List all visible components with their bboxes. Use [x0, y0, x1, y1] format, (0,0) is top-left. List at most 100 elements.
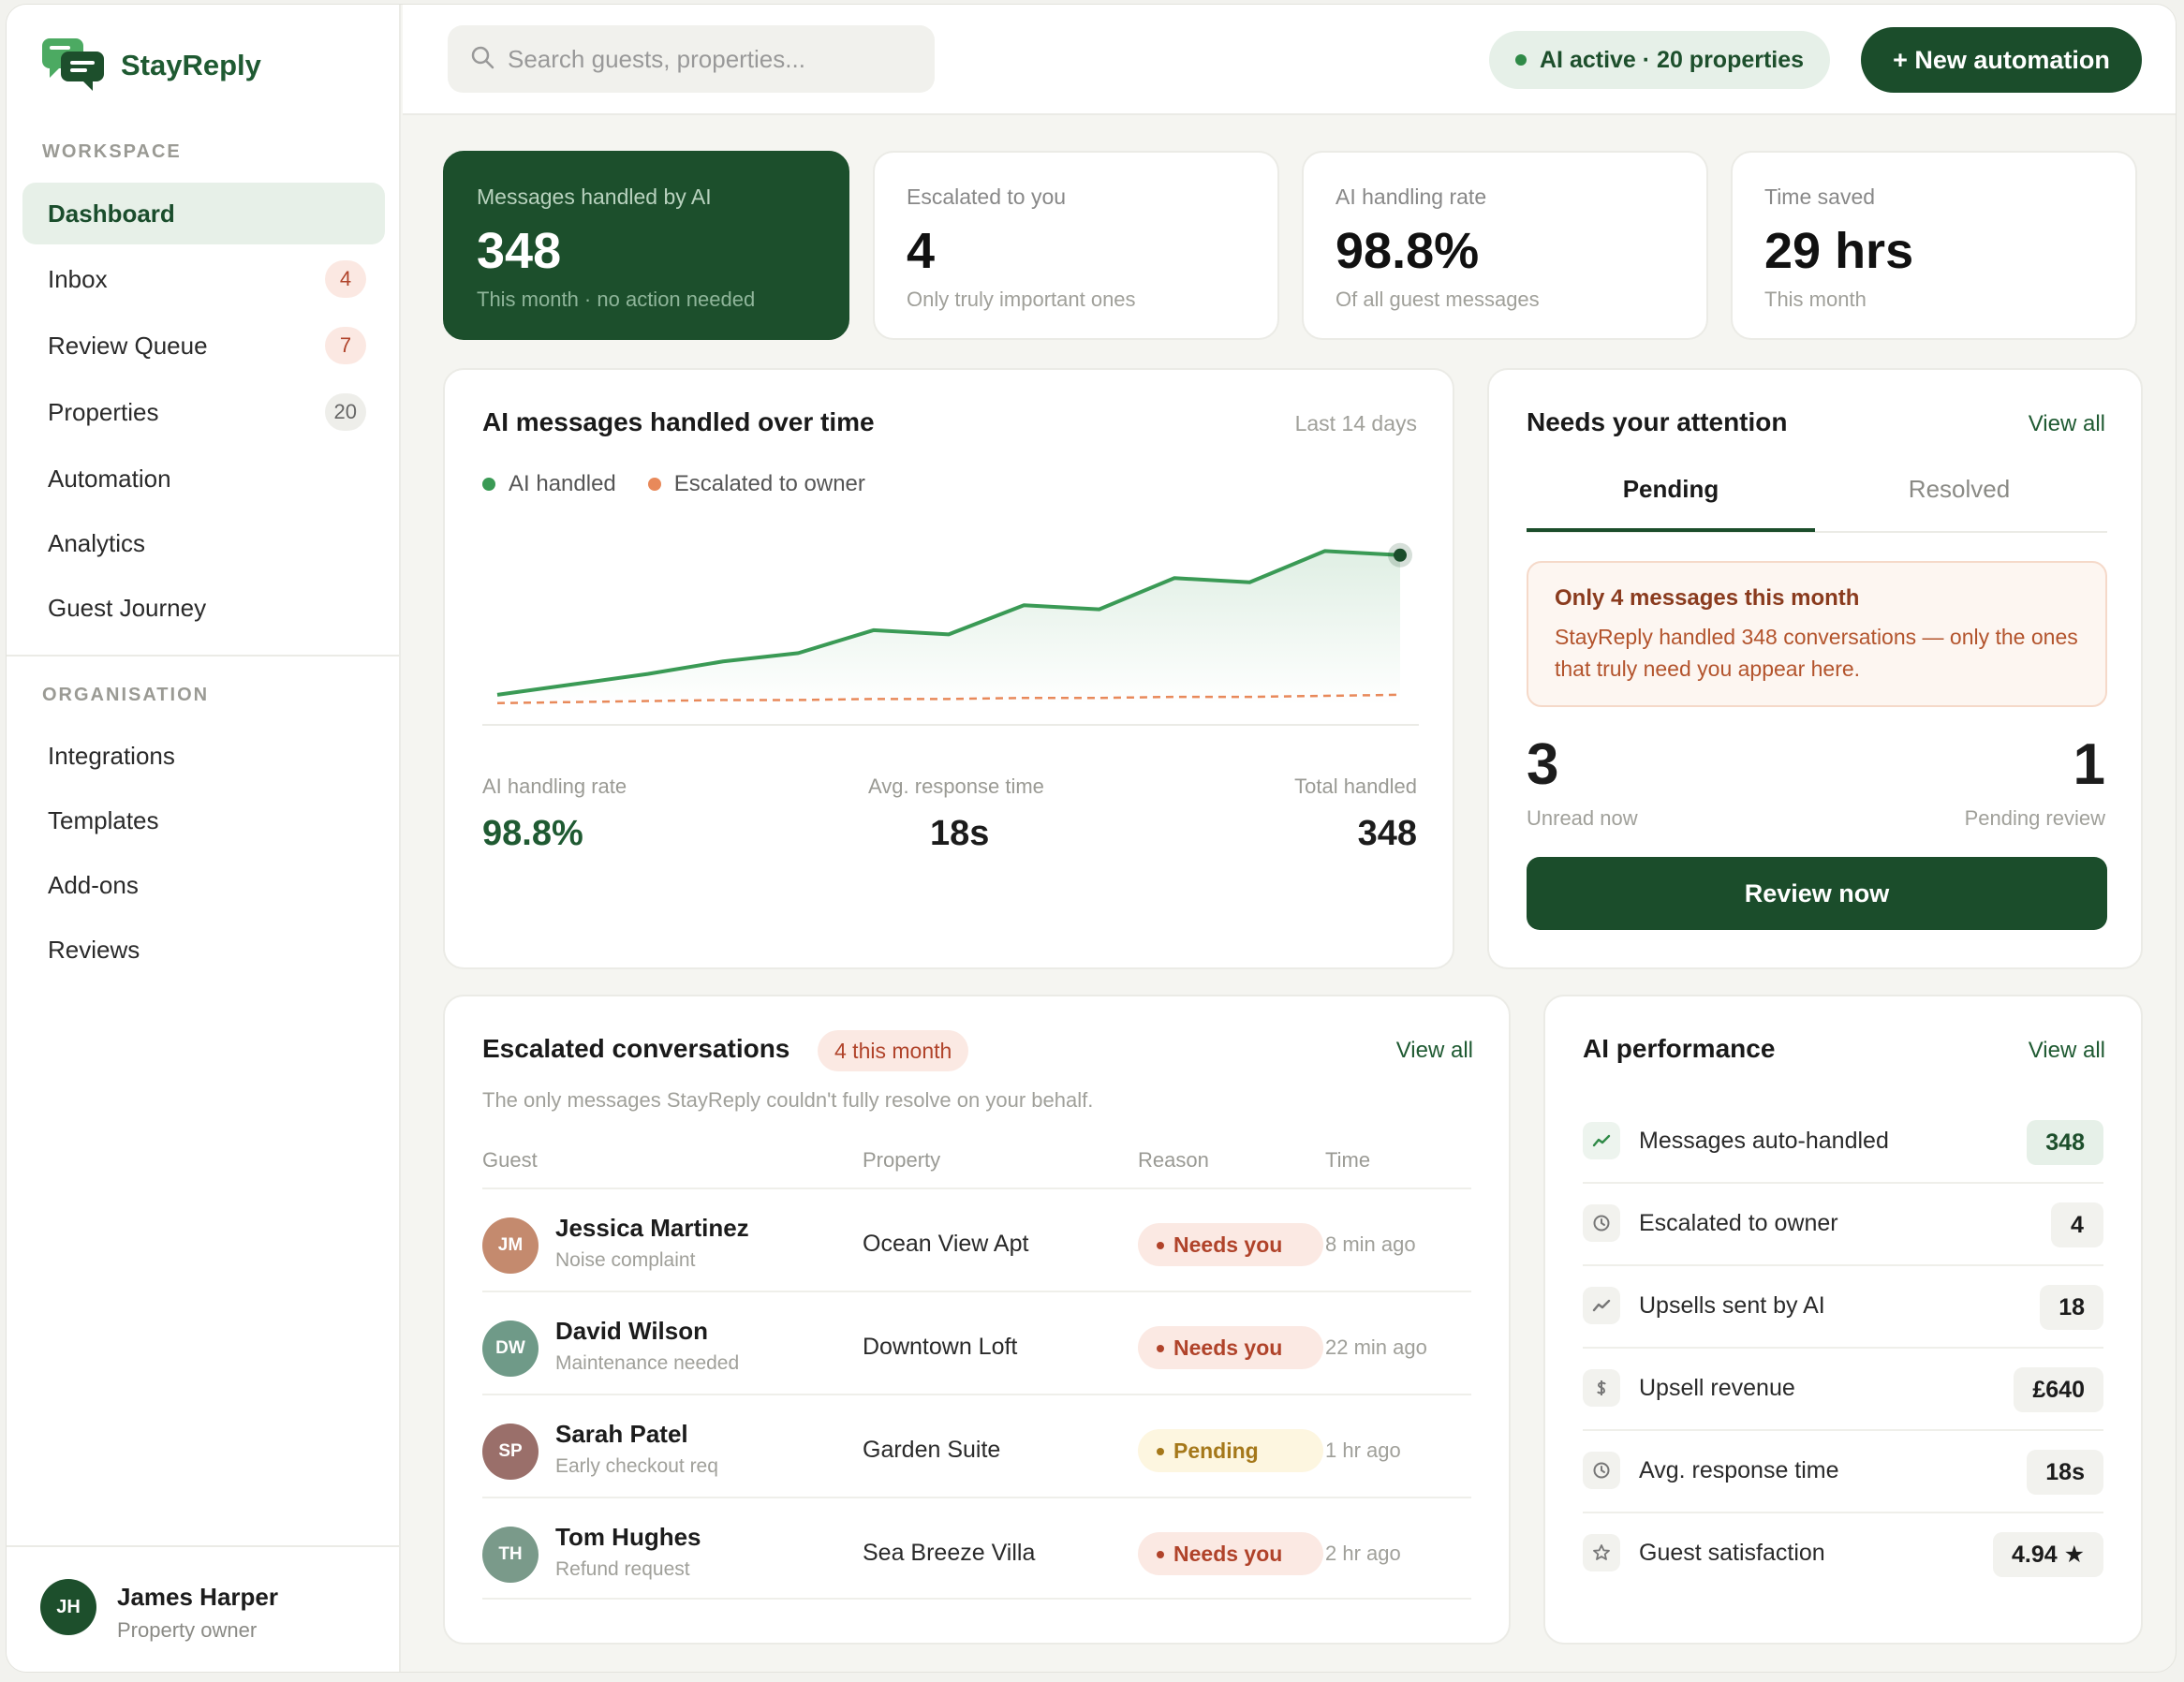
review-now-button[interactable]: Review now [1527, 857, 2107, 930]
sidebar-item-reviews[interactable]: Reviews [22, 919, 385, 981]
tab-pending[interactable]: Pending [1622, 475, 1719, 503]
active-tab-indicator [1527, 528, 1815, 532]
time-ago: 22 min ago [1325, 1335, 1427, 1359]
kpi-value: 18s [930, 814, 990, 853]
performance-title: AI performance [1583, 1034, 1776, 1063]
sidebar-item-templates[interactable]: Templates [22, 789, 385, 851]
status-badge: Needs you [1138, 1532, 1323, 1575]
sidebar-item-analytics[interactable]: Analytics [22, 512, 385, 574]
guest-issue: Maintenance needed [555, 1352, 740, 1374]
stat-card-time-saved: Time saved 29 hrs This month [1731, 151, 2137, 340]
sidebar-item-label: Guest Journey [48, 593, 207, 622]
review-queue-count-badge: 7 [325, 327, 366, 364]
column-header-reason: Reason [1138, 1148, 1209, 1172]
performance-row: Guest satisfaction 4.94 ★ [1583, 1513, 2103, 1596]
line-chart [482, 542, 1419, 726]
status-badge: Needs you [1138, 1223, 1323, 1266]
kpi-value: 348 [1357, 814, 1417, 853]
new-automation-button[interactable]: + New automation [1861, 27, 2142, 93]
sidebar-item-label: Integrations [48, 741, 175, 770]
needs-attention-card: Needs your attention View all Pending Re… [1487, 368, 2143, 969]
tab-resolved[interactable]: Resolved [1908, 475, 2011, 503]
escalated-subtitle: The only messages StayReply couldn't ful… [482, 1088, 1094, 1112]
table-row[interactable]: TH Tom Hughes Refund request Sea Breeze … [482, 1497, 1471, 1600]
guest-name: Sarah Patel [555, 1420, 688, 1448]
chart-range: Last 14 days [1294, 411, 1417, 435]
sidebar-item-label: Add-ons [48, 870, 139, 899]
performance-label: Escalated to owner [1639, 1210, 1838, 1236]
stat-sub: Only truly important ones [907, 288, 1136, 311]
performance-label: Guest satisfaction [1639, 1540, 1825, 1566]
clock-icon [1583, 1452, 1620, 1489]
brand[interactable]: StayReply [42, 37, 261, 95]
sidebar-item-dashboard[interactable]: Dashboard [22, 183, 385, 244]
star-icon [1583, 1534, 1620, 1571]
performance-row: Upsells sent by AI 18 [1583, 1266, 2103, 1349]
search-input[interactable] [508, 44, 920, 74]
sidebar-item-add-ons[interactable]: Add-ons [22, 854, 385, 916]
tab-divider [1527, 531, 2107, 533]
stat-sub: This month [1764, 288, 1867, 311]
sidebar-item-label: Automation [48, 464, 171, 493]
chat-bubbles-logo-icon [42, 37, 108, 95]
attention-view-all-link[interactable]: View all [2028, 411, 2105, 436]
sidebar-item-label: Templates [48, 805, 159, 834]
property-name: Garden Suite [863, 1437, 1001, 1463]
stat-value: 348 [477, 223, 562, 279]
avatar: DW [482, 1321, 539, 1377]
latest-data-point[interactable] [1394, 548, 1407, 562]
guest-name: Tom Hughes [555, 1523, 701, 1551]
pending-count: 1 [2073, 732, 2105, 797]
time-ago: 2 hr ago [1325, 1542, 1401, 1565]
performance-label: Avg. response time [1639, 1457, 1839, 1483]
performance-row: Messages auto-handled 348 [1583, 1101, 2103, 1184]
topbar: AI active · 20 properties + New automati… [403, 5, 2176, 115]
property-name: Ocean View Apt [863, 1231, 1029, 1257]
performance-row: Escalated to owner 4 [1583, 1184, 2103, 1266]
property-name: Sea Breeze Villa [863, 1540, 1036, 1566]
table-row[interactable]: DW David Wilson Maintenance needed Downt… [482, 1291, 1471, 1394]
performance-value: 348 [2027, 1120, 2103, 1165]
guest-issue: Early checkout req [555, 1455, 718, 1477]
performance-label: Upsells sent by AI [1639, 1292, 1825, 1319]
user-name: James Harper [117, 1583, 278, 1611]
sidebar-item-label: Properties [48, 397, 159, 426]
search-box[interactable] [448, 25, 935, 93]
performance-row: Upsell revenue £640 [1583, 1349, 2103, 1431]
clock-icon [1583, 1204, 1620, 1242]
sidebar-item-review-queue[interactable]: Review Queue 7 [22, 315, 385, 376]
stat-card-messages-handled: Messages handled by AI 348 This month · … [443, 151, 849, 340]
unread-count: 3 [1527, 732, 1559, 797]
stat-label: AI handling rate [1335, 184, 1487, 209]
series-line-ai-handled [496, 549, 1401, 697]
notice-title: Only 4 messages this month [1555, 585, 1860, 611]
escalated-view-all-link[interactable]: View all [1395, 1038, 1473, 1063]
kpi-value: 98.8% [482, 814, 583, 853]
table-row[interactable]: JM Jessica Martinez Noise complaint Ocea… [482, 1188, 1471, 1291]
avatar: TH [482, 1527, 539, 1583]
currency-icon [1583, 1369, 1620, 1407]
avatar: JH [40, 1579, 96, 1635]
avatar: SP [482, 1424, 539, 1480]
performance-view-all-link[interactable]: View all [2028, 1038, 2105, 1063]
sidebar-item-integrations[interactable]: Integrations [22, 725, 385, 787]
sidebar-item-properties[interactable]: Properties 20 [22, 381, 385, 443]
time-ago: 8 min ago [1325, 1232, 1416, 1256]
avatar: JM [482, 1217, 539, 1274]
sidebar-divider [7, 655, 401, 657]
legend-swatch-ai [482, 478, 495, 491]
column-header-guest: Guest [482, 1148, 538, 1172]
sidebar-item-guest-journey[interactable]: Guest Journey [22, 577, 385, 639]
sidebar-item-inbox[interactable]: Inbox 4 [22, 248, 385, 310]
trend-up-icon [1583, 1287, 1620, 1324]
sidebar-item-automation[interactable]: Automation [22, 448, 385, 509]
ai-status-text: AI active · 20 properties [1540, 46, 1805, 73]
property-name: Downtown Loft [863, 1334, 1018, 1360]
sidebar-item-label: Analytics [48, 528, 146, 557]
guest-issue: Refund request [555, 1558, 690, 1580]
user-profile[interactable]: JH James Harper Property owner [7, 1545, 401, 1672]
ai-handled-area [497, 551, 1400, 705]
stat-value: 98.8% [1335, 223, 1480, 279]
table-row[interactable]: SP Sarah Patel Early checkout req Garden… [482, 1394, 1471, 1497]
performance-label: Upsell revenue [1639, 1375, 1795, 1401]
